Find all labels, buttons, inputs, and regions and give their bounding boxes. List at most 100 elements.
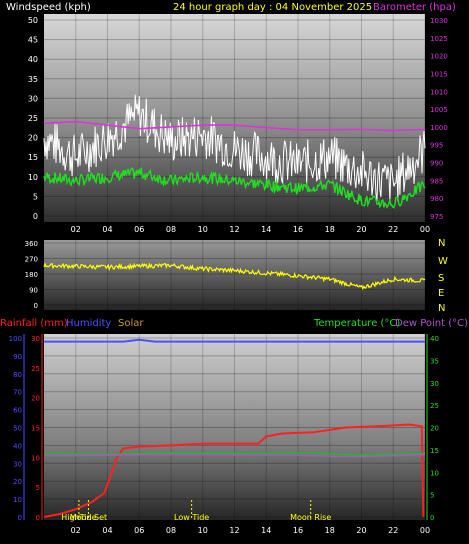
- wind-tick-label: 35: [28, 75, 38, 84]
- wind-x-tick-label: 00: [420, 225, 430, 234]
- wind-tick-label: 25: [28, 114, 38, 123]
- legend-dew-point: Dew Point (°C): [395, 318, 468, 329]
- direction-tick-label: 180: [25, 271, 38, 279]
- direction-tick-label: 0: [34, 302, 38, 310]
- wind-tick-label: 45: [28, 36, 38, 45]
- direction-panel-background: [44, 240, 425, 310]
- temperature-tick-label: 35: [430, 357, 439, 365]
- rain-x-tick-label: 22: [388, 526, 398, 535]
- barometer-tick-label: 1030: [430, 17, 448, 25]
- rainfall-tick-label: 20: [31, 395, 40, 403]
- legend-solar: Solar: [118, 318, 144, 329]
- temperature-tick-label: 20: [430, 425, 439, 433]
- wind-x-tick-label: 18: [325, 225, 335, 234]
- wind-tick-label: 40: [28, 55, 38, 64]
- rain-x-tick-label: 10: [198, 526, 208, 535]
- barometer-tick-label: 1010: [430, 88, 448, 96]
- wind-tick-label: 15: [28, 153, 38, 162]
- temperature-line: [43, 452, 426, 457]
- temperature-tick-label: 5: [430, 492, 434, 500]
- barometer-tick-label: 1000: [430, 124, 448, 132]
- barometer-tick-label: 1020: [430, 53, 448, 61]
- event-label: Moon Set: [70, 513, 107, 522]
- wind-average-line: [43, 166, 426, 209]
- wind-x-tick-label: 20: [356, 225, 366, 234]
- barometer-tick-label: 980: [430, 195, 443, 203]
- compass-label-s: S: [438, 273, 444, 284]
- rain-x-tick-label: 08: [166, 526, 176, 535]
- wind-x-tick-label: 12: [229, 225, 239, 234]
- humidity-tick-label: 30: [13, 460, 22, 468]
- rain-x-tick-label: 18: [325, 526, 335, 535]
- barometer-tick-label: 995: [430, 142, 443, 150]
- humidity-tick-label: 50: [13, 425, 22, 433]
- event-label: HighTide: [61, 513, 96, 522]
- wind-x-tick-label: 14: [261, 225, 271, 234]
- humidity-tick-label: 10: [13, 496, 22, 504]
- wind-x-tick-label: 04: [102, 225, 112, 234]
- rain-x-tick-label: 02: [71, 526, 81, 535]
- rainfall-tick-label: 30: [31, 335, 40, 343]
- compass-label-w: W: [438, 256, 448, 267]
- dew-point-line: [43, 453, 426, 458]
- humidity-tick-label: 60: [13, 407, 22, 415]
- barometer-tick-label: 985: [430, 177, 443, 185]
- legend-temperature: Temperature (°C): [313, 318, 400, 329]
- rain-x-tick-label: 20: [356, 526, 366, 535]
- rain-x-tick-label: 12: [229, 526, 239, 535]
- temperature-tick-label: 30: [430, 380, 439, 388]
- humidity-tick-label: 80: [13, 371, 22, 379]
- barometer-tick-label: 975: [430, 213, 443, 221]
- rainfall-line: [43, 423, 425, 518]
- compass-label-e: E: [438, 288, 444, 299]
- rainfall-tick-label: 10: [31, 454, 40, 462]
- barometer-tick-label: 990: [430, 160, 443, 168]
- rainfall-tick-label: 0: [36, 514, 40, 522]
- wind-tick-label: 50: [28, 16, 38, 25]
- windspeed-axis-title: Windspeed (kph): [6, 2, 91, 13]
- barometer-tick-label: 1015: [430, 70, 448, 78]
- temperature-tick-label: 10: [430, 469, 439, 477]
- wind-gust-line: [43, 94, 426, 203]
- temperature-tick-label: 15: [430, 447, 439, 455]
- compass-label-n-top: N: [438, 238, 445, 249]
- temperature-tick-label: 0: [430, 514, 434, 522]
- wind-tick-label: 30: [28, 94, 38, 103]
- temperature-tick-label: 40: [430, 335, 439, 343]
- wind-x-tick-label: 06: [134, 225, 144, 234]
- compass-label-n-bottom: N: [438, 303, 445, 314]
- rain-x-tick-label: 00: [420, 526, 430, 535]
- wind-x-tick-label: 10: [198, 225, 208, 234]
- event-label: Moon Rise: [290, 513, 331, 522]
- event-label: Low Tide: [174, 513, 209, 522]
- wind-x-tick-label: 02: [71, 225, 81, 234]
- barometer-tick-label: 1005: [430, 106, 448, 114]
- rainfall-tick-label: 15: [31, 425, 40, 433]
- rainfall-tick-label: 25: [31, 365, 40, 373]
- barometer-axis-title: Barometer (hpa): [373, 2, 456, 13]
- direction-tick-label: 90: [29, 287, 38, 295]
- humidity-tick-label: 40: [13, 442, 22, 450]
- wind-direction-line: [43, 262, 426, 291]
- rain-x-tick-label: 04: [102, 526, 112, 535]
- rain-x-tick-label: 06: [134, 526, 144, 535]
- wind-x-tick-label: 08: [166, 225, 176, 234]
- wind-x-tick-label: 16: [293, 225, 303, 234]
- humidity-tick-label: 70: [13, 389, 22, 397]
- wind-x-tick-label: 22: [388, 225, 398, 234]
- temperature-tick-label: 25: [430, 402, 439, 410]
- barometer-tick-label: 1025: [430, 35, 448, 43]
- wind-tick-label: 0: [33, 212, 38, 221]
- wind-tick-label: 20: [28, 134, 38, 143]
- direction-tick-label: 270: [25, 256, 38, 264]
- barometer-line: [44, 120, 425, 132]
- graph-date-title: 24 hour graph day : 04 November 2025: [173, 2, 372, 13]
- humidity-tick-label: 0: [18, 514, 22, 522]
- wind-tick-label: 5: [33, 192, 38, 201]
- humidity-tick-label: 90: [13, 353, 22, 361]
- rain-x-tick-label: 14: [261, 526, 271, 535]
- humidity-line: [44, 338, 425, 343]
- humidity-tick-label: 20: [13, 478, 22, 486]
- legend-rainfall: Rainfall (mm): [0, 318, 68, 329]
